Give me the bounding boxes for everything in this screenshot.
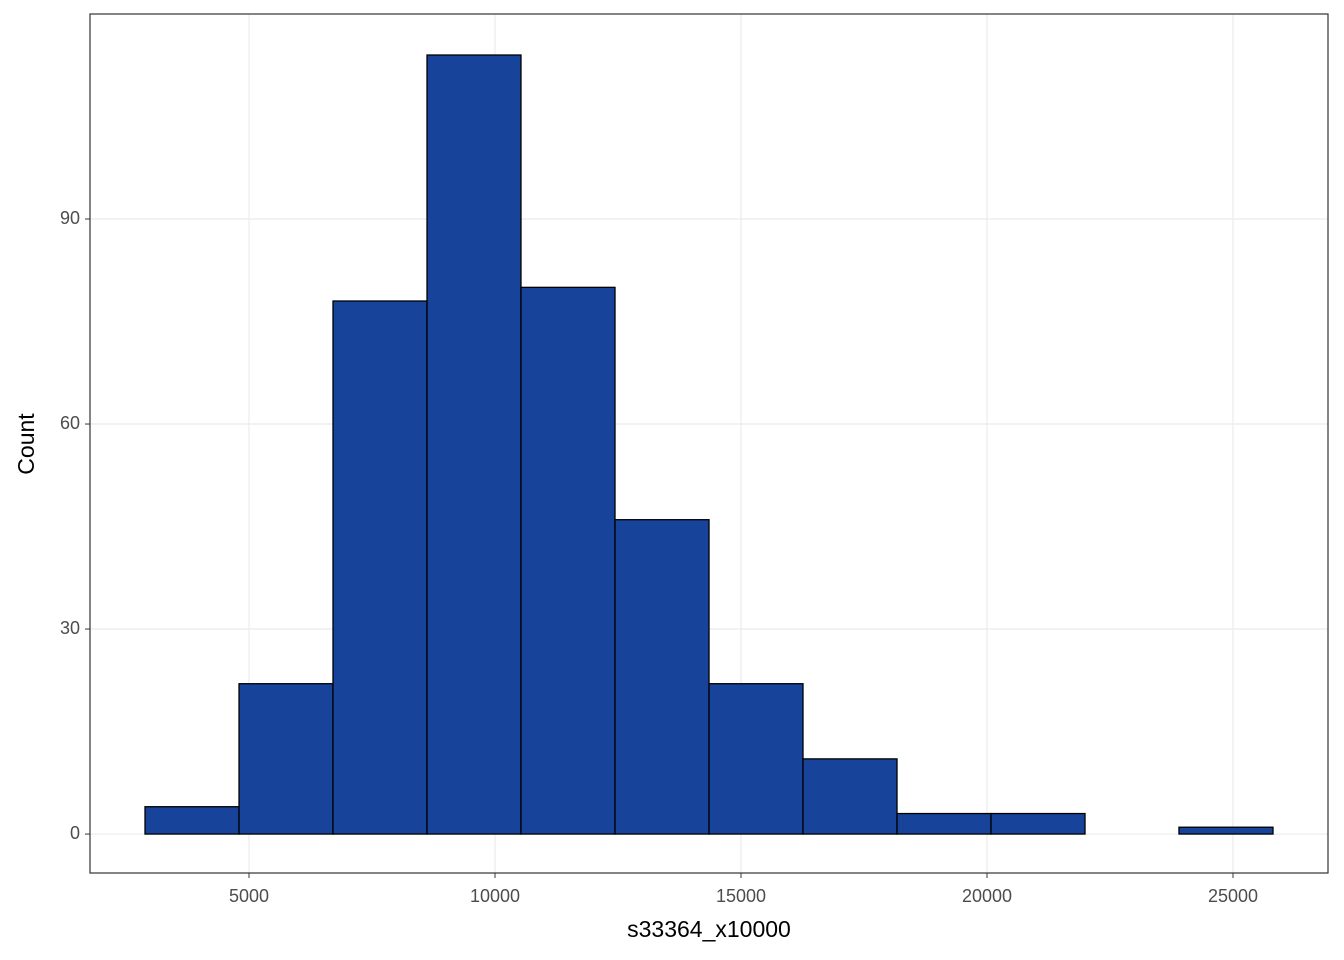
x-tick-label: 15000 xyxy=(716,886,766,906)
bar xyxy=(144,806,240,835)
bar xyxy=(1178,826,1274,835)
x-tick-label: 10000 xyxy=(470,886,520,906)
x-tick-label: 5000 xyxy=(229,886,269,906)
bar xyxy=(520,286,616,835)
bar xyxy=(708,683,804,835)
y-tick-label: 0 xyxy=(70,823,80,843)
panel-border xyxy=(89,13,1329,874)
bar xyxy=(896,812,992,835)
bar xyxy=(238,683,334,835)
x-axis-title: s33364_x10000 xyxy=(627,916,791,942)
bar xyxy=(332,300,428,835)
bar xyxy=(990,812,1086,835)
y-tick-label: 90 xyxy=(60,208,80,228)
bar xyxy=(802,758,898,835)
bar xyxy=(614,519,710,835)
bar xyxy=(426,54,522,835)
y-tick-label: 30 xyxy=(60,618,80,638)
y-tick-label: 60 xyxy=(60,413,80,433)
y-axis-title: Count xyxy=(13,413,39,475)
x-tick-label: 20000 xyxy=(962,886,1012,906)
x-tick-label: 25000 xyxy=(1208,886,1258,906)
